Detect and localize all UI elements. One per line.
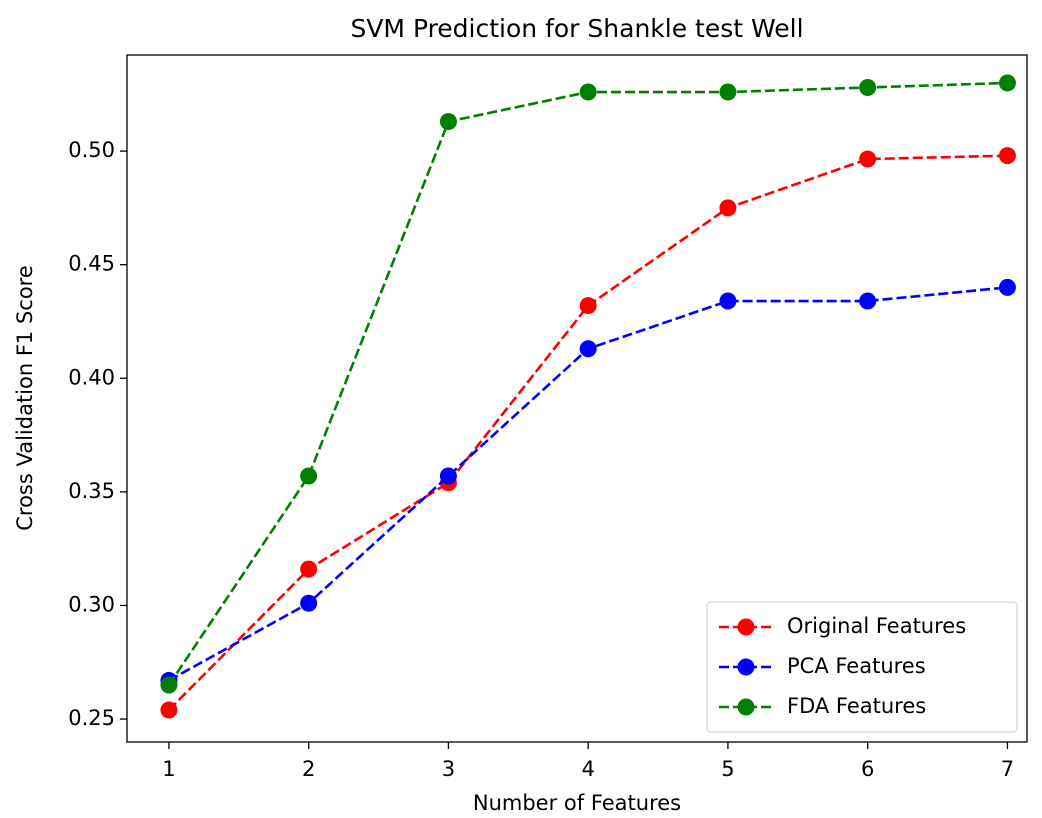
data-point: [998, 147, 1016, 165]
series-line: [167, 81, 1008, 686]
y-tick-label: 0.40: [68, 365, 115, 389]
legend-label: FDA Features: [787, 694, 926, 718]
data-point: [579, 340, 597, 358]
data-point: [859, 292, 877, 310]
data-point: [300, 560, 318, 578]
data-point: [160, 701, 178, 719]
y-axis-label: Cross Validation F1 Score: [13, 265, 37, 531]
legend: Original Features PCA Features FDA Feature…: [706, 601, 1018, 733]
x-tick-label: 4: [581, 757, 594, 781]
legend-marker: [737, 698, 755, 716]
legend-label: PCA Features: [787, 654, 926, 678]
x-tick-label: 6: [861, 757, 874, 781]
data-point: [160, 676, 178, 694]
x-tick-label: 2: [302, 757, 315, 781]
x-tick-label: 1: [162, 757, 175, 781]
x-axis-label: Number of Features: [473, 791, 681, 815]
data-point: [719, 199, 737, 217]
y-tick-label: 0.50: [68, 138, 115, 162]
data-point: [719, 83, 737, 101]
x-tick-label: 5: [721, 757, 734, 781]
data-point: [579, 297, 597, 315]
legend-box: [706, 601, 1018, 733]
data-point: [859, 150, 877, 168]
plot-frame: [126, 54, 1028, 743]
y-tick-label: 0.30: [68, 592, 115, 616]
y-tick-label: 0.45: [68, 252, 115, 276]
legend-marker: [737, 618, 755, 636]
x-tick-label: 3: [442, 757, 455, 781]
legend-marker: [737, 658, 755, 676]
data-point: [998, 74, 1016, 92]
data-point: [300, 467, 318, 485]
x-tick-label: 7: [1001, 757, 1014, 781]
legend-label: Original Features: [787, 614, 966, 638]
y-tick-label: 0.25: [68, 706, 115, 730]
data-point: [579, 83, 597, 101]
data-point: [998, 278, 1016, 296]
data-point: [300, 594, 318, 612]
data-point: [439, 467, 457, 485]
chart-title: SVM Prediction for Shankle test Well: [350, 14, 803, 43]
y-tick-label: 0.35: [68, 479, 115, 503]
data-point: [719, 292, 737, 310]
data-point: [859, 78, 877, 96]
data-point: [439, 113, 457, 131]
